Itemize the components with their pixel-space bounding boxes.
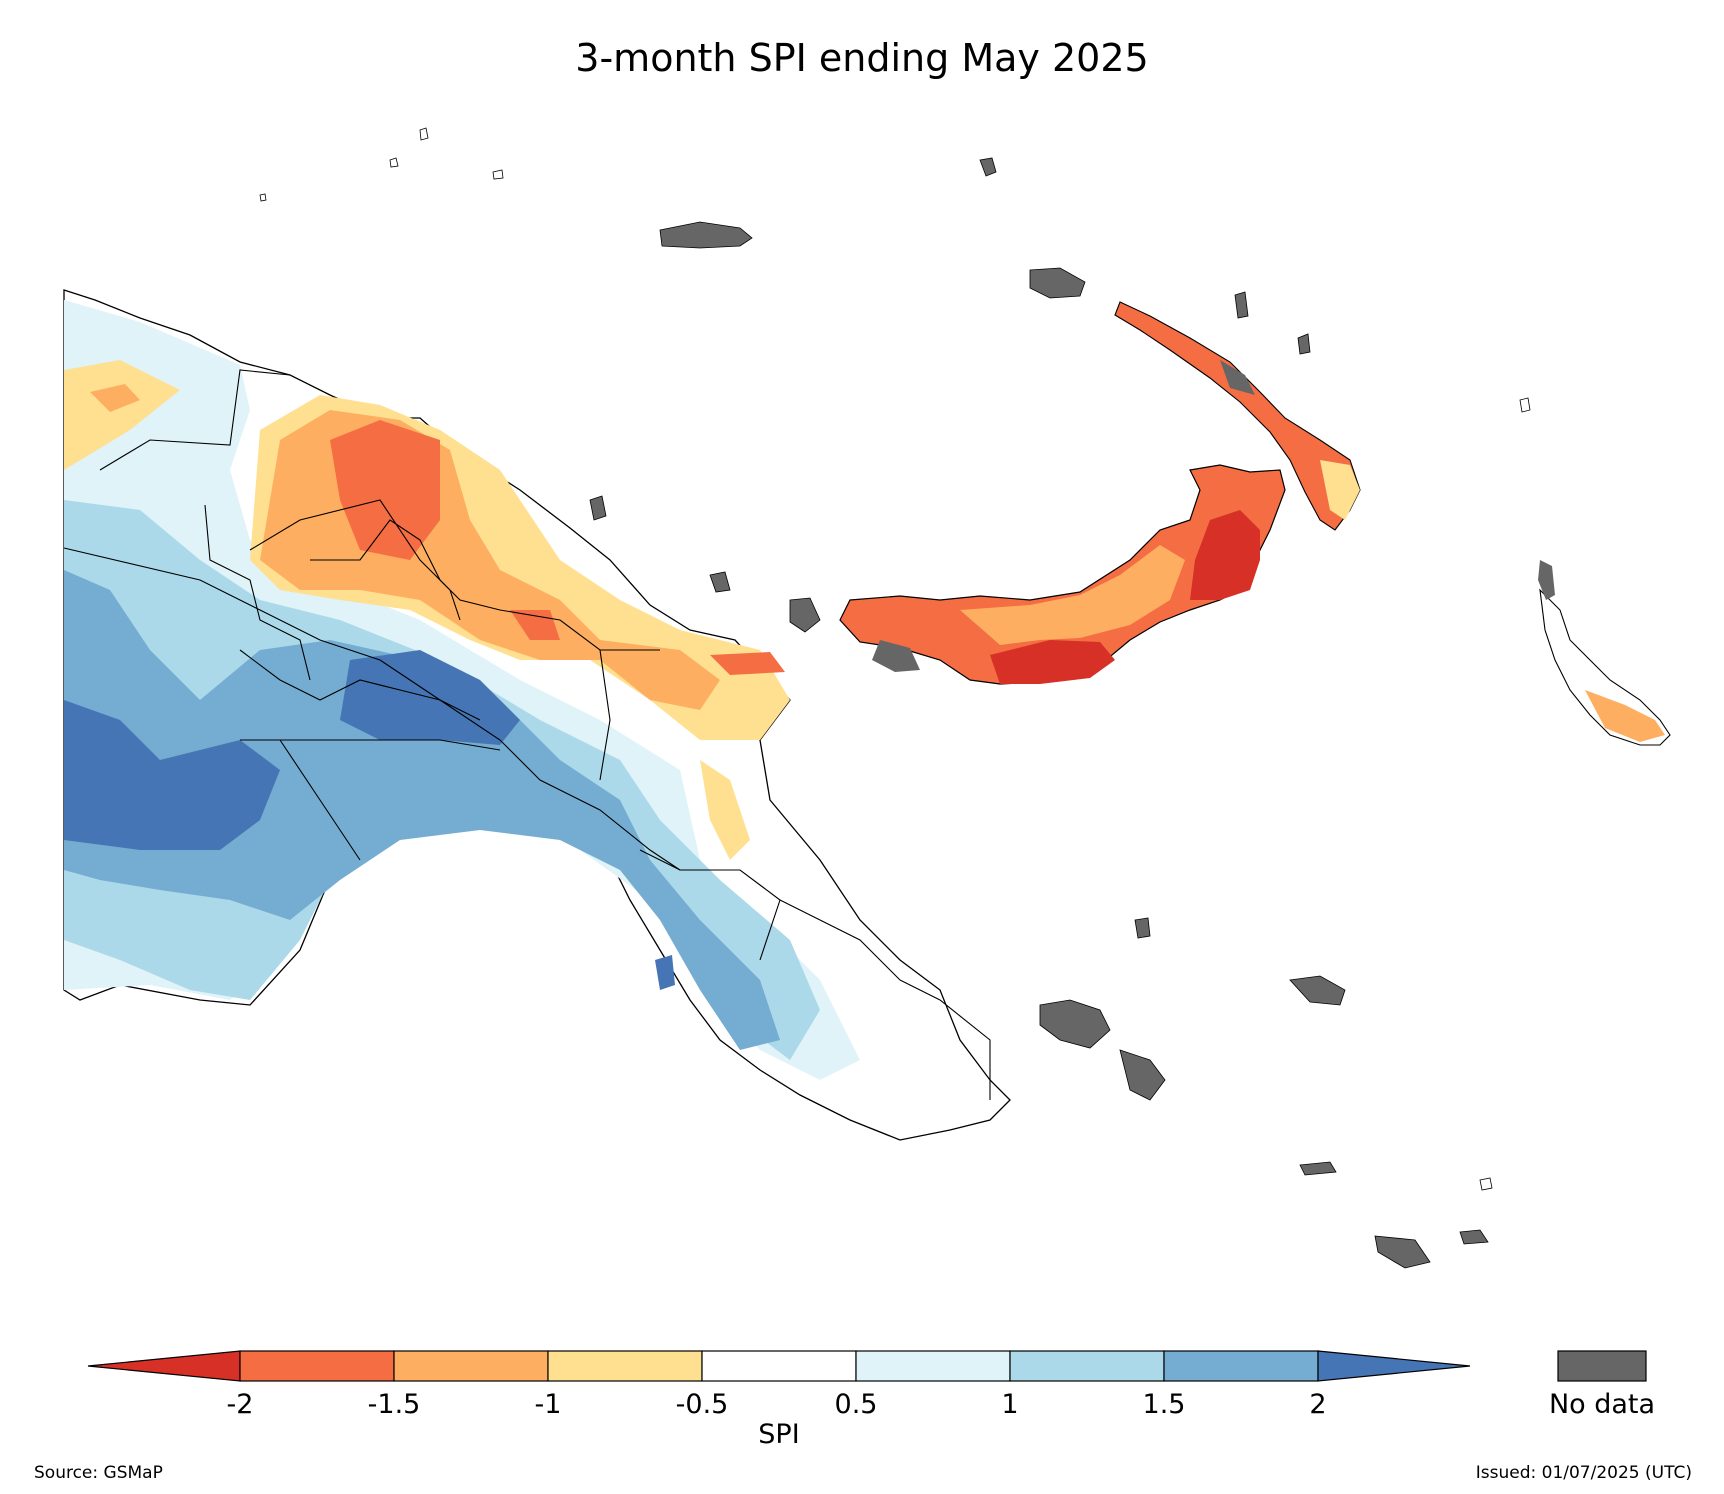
new-britain [839,464,1286,685]
spi-shading-mainland [64,300,860,1080]
bougainville-nodata [1538,560,1555,600]
zone-dark-blue-west [64,700,280,850]
no-data-swatch [1557,1350,1647,1382]
new-britain-orange [960,545,1185,645]
colorbar-extend-high [1317,1350,1471,1382]
colorbar-bin-1 [239,1350,395,1382]
colorbar-tick-label: 0.5 [835,1389,878,1420]
manus-island [659,221,753,249]
colorbar-tick-label: 1 [1001,1389,1018,1420]
colorbar-bin-2 [393,1350,549,1382]
normanby-island [1039,999,1111,1049]
karkar-island [589,495,607,521]
zone-yellow-coast [700,760,750,860]
zone-red-orange-north [330,420,440,560]
spi-map [63,127,1671,1269]
zone-dark-blue-spot [655,955,675,990]
small-islands [259,127,1531,1191]
new-britain-nodata [872,640,920,672]
colorbar-label: SPI [758,1419,799,1450]
mussau-island [979,157,997,177]
new-hanover-island [1029,267,1086,299]
new-ireland-nodata [1220,360,1255,395]
woodlark-island [1289,975,1346,1006]
issued-note: Issued: 01/07/2025 (UTC) [1475,1463,1692,1483]
colorbar-tick-label: 1.5 [1143,1389,1186,1420]
bougainville [1539,588,1671,746]
umboi-island [789,597,821,633]
trobriand-island [1134,917,1151,939]
zone-yellow-northwest [64,360,180,470]
rossel-island [1374,1235,1431,1269]
new-britain-red-south [990,640,1115,684]
fergusson-island [1119,1049,1166,1101]
colorbar-bin-5 [855,1350,1011,1382]
colorbar-bin-3 [547,1350,703,1382]
zone-red-orange-coast [710,652,785,675]
lihir-island [1297,333,1311,355]
long-island [709,571,731,593]
colorbar-bin-7 [1163,1350,1319,1382]
new-britain-red-east [1190,510,1260,600]
no-data-islands [589,157,1489,1269]
colorbar-tick-label: -2 [227,1389,254,1420]
map-title: 3-month SPI ending May 2025 [575,36,1149,80]
no-data-label: No data [1549,1389,1655,1420]
colorbar-bin-6 [1009,1350,1165,1382]
new-ireland-yellow [1320,460,1360,520]
colorbar-bin-4 [701,1350,857,1382]
colorbar-tick-label: -0.5 [676,1389,729,1420]
province-boundaries [63,369,991,1100]
colorbar-tick-label: -1 [535,1389,562,1420]
misima-island [1299,1161,1337,1176]
tabar-island [1234,291,1249,319]
zone-blue-west [64,570,780,1050]
zone-orange-northwest-spot [90,384,140,412]
colorbar-extend-low [87,1350,241,1382]
bougainville-orange [1585,690,1665,742]
colorbar-tick-label: -1.5 [368,1389,421,1420]
source-note: Source: GSMaP [34,1463,163,1483]
sudest-island [1459,1229,1489,1245]
colorbar-tick-label: 2 [1309,1389,1326,1420]
